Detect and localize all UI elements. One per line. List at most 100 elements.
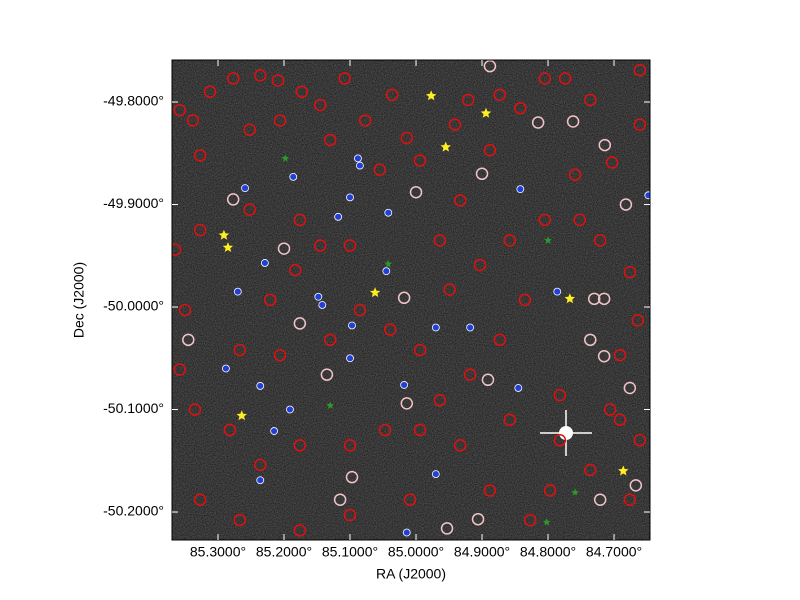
source-circle (453, 194, 467, 207)
source-circle (384, 323, 397, 336)
source-circle (593, 493, 607, 506)
source-dot (318, 301, 327, 309)
source-circle (293, 213, 307, 227)
source-circle (619, 198, 633, 211)
source-circle (320, 368, 334, 381)
source-circle (538, 213, 551, 227)
source-circle (597, 349, 611, 363)
source-circle (233, 343, 247, 357)
y-axis-label: Dec (J2000) (71, 262, 87, 338)
source-dot (354, 154, 362, 163)
x-tick-label: 85.0000° (388, 544, 444, 560)
source-star (222, 242, 234, 252)
source-circle (613, 348, 627, 362)
source-star-small (542, 518, 551, 526)
source-circle (493, 333, 507, 347)
source-circle (453, 439, 467, 452)
source-circle (173, 103, 186, 117)
source-circle (353, 303, 367, 317)
source-circle (553, 388, 567, 402)
source-circle (518, 293, 532, 307)
source-circle (343, 508, 357, 522)
source-dot (384, 208, 393, 217)
source-circle (623, 381, 637, 395)
source-circle (343, 239, 357, 252)
source-circle (443, 283, 456, 296)
source-circle (193, 493, 207, 506)
source-dot (346, 193, 354, 202)
source-circle (413, 343, 427, 357)
source-circle (263, 293, 277, 307)
source-circle (598, 138, 612, 152)
source-circle (568, 168, 582, 182)
source-circle (400, 131, 414, 145)
source-dot (402, 528, 411, 537)
source-circle (397, 291, 411, 305)
source-dot (241, 184, 249, 193)
source-star (236, 410, 247, 421)
source-star (218, 229, 230, 240)
source-circle (386, 88, 399, 102)
source-circle (314, 239, 327, 252)
source-circle (433, 394, 447, 407)
source-circle (288, 263, 302, 277)
source-circle (333, 493, 347, 506)
markers (172, 60, 650, 537)
y-tick-label: -50.0000° (103, 298, 164, 314)
source-circle (573, 213, 586, 227)
source-dot (431, 470, 440, 478)
source-circle (323, 133, 337, 147)
source-circle (188, 403, 202, 416)
source-dot (286, 405, 294, 414)
source-circle (433, 234, 447, 247)
source-star-small (326, 401, 334, 409)
source-circle (358, 114, 372, 127)
source-circle (182, 333, 195, 347)
source-star (618, 465, 629, 476)
source-circle (186, 114, 200, 127)
source-circle (413, 423, 427, 437)
source-dot (233, 287, 242, 296)
source-circle (531, 116, 545, 129)
source-circle (448, 118, 462, 131)
source-circle (373, 163, 386, 176)
source-circle (471, 512, 485, 526)
source-circle (584, 93, 597, 107)
source-circle (481, 373, 495, 387)
x-tick-label: 84.7000° (586, 544, 642, 560)
source-dot (270, 427, 279, 435)
source-star-small (571, 488, 579, 496)
source-circle (566, 115, 580, 128)
source-dot (314, 292, 323, 301)
source-dot (516, 185, 525, 194)
x-tick-label: 85.2000° (256, 544, 312, 560)
bright-star (540, 410, 592, 456)
source-circle (233, 513, 247, 527)
source-circle (629, 479, 643, 492)
source-star-small (384, 260, 393, 268)
source-circle (413, 154, 427, 167)
source-circle (295, 85, 309, 99)
source-dot (356, 161, 364, 170)
source-circle (633, 434, 647, 447)
source-dot (644, 191, 650, 200)
source-circle (293, 317, 307, 330)
source-circle (193, 223, 207, 237)
source-circle (475, 167, 489, 181)
source-circle (273, 114, 287, 127)
source-circle (253, 458, 267, 472)
source-circle (538, 72, 551, 85)
source-circle (273, 348, 287, 362)
source-circle (378, 423, 392, 437)
source-dot (289, 172, 298, 181)
source-star (369, 287, 381, 298)
source-circle (483, 143, 497, 157)
source-circle (603, 403, 617, 416)
source-dot (400, 381, 409, 389)
image-noise (172, 60, 650, 540)
source-circle (473, 258, 487, 272)
source-circle (503, 413, 516, 427)
source-circle (338, 72, 351, 85)
source-circle (558, 72, 572, 85)
